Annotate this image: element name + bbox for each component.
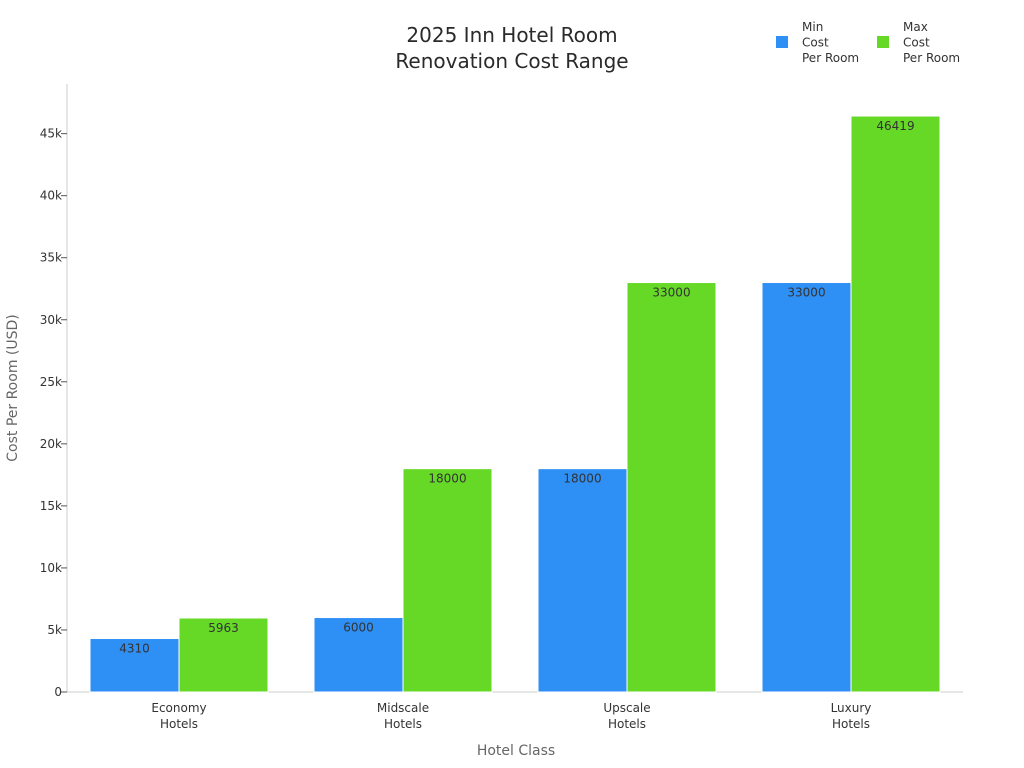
bar-value-label: 18000 bbox=[428, 472, 466, 486]
y-tick-label: 40k bbox=[40, 189, 62, 203]
x-tick-label: Midscale bbox=[377, 701, 429, 715]
bar bbox=[537, 468, 628, 693]
bar bbox=[89, 638, 180, 693]
y-tick-label: 5k bbox=[47, 623, 62, 637]
y-tick-label: 35k bbox=[40, 251, 62, 265]
y-tick-label: 20k bbox=[40, 437, 62, 451]
data-labels: 4310 5963 6000 18000 18000 33000 33000 46419 bbox=[119, 119, 914, 655]
legend-label: Per Room bbox=[903, 51, 960, 65]
legend-swatch bbox=[776, 36, 788, 48]
bars bbox=[89, 115, 941, 693]
y-axis-title: Cost Per Room (USD) bbox=[5, 314, 21, 462]
y-tick-label: 15k bbox=[40, 499, 62, 513]
bar bbox=[850, 115, 941, 693]
legend-label: Per Room bbox=[802, 51, 859, 65]
x-tick-label: Hotels bbox=[384, 717, 422, 731]
x-tick-label: Luxury bbox=[831, 701, 872, 715]
y-tick-label: 10k bbox=[40, 561, 62, 575]
legend-label: Min bbox=[802, 20, 823, 34]
chart-title-line: 2025 Inn Hotel Room bbox=[406, 23, 617, 47]
legend-label: Cost bbox=[903, 36, 930, 50]
bar bbox=[626, 282, 717, 693]
x-axis-title: Hotel Class bbox=[477, 743, 555, 759]
legend-label: Cost bbox=[802, 36, 829, 50]
legend-swatch bbox=[877, 36, 889, 48]
bar bbox=[402, 468, 493, 693]
bar-value-label: 46419 bbox=[876, 119, 914, 133]
y-tick-label: 45k bbox=[40, 127, 62, 141]
bar-value-label: 33000 bbox=[652, 286, 690, 300]
legend-label: Max bbox=[903, 20, 928, 34]
x-tick-label: Hotels bbox=[832, 717, 870, 731]
x-tick-label: Upscale bbox=[603, 701, 650, 715]
bar-value-label: 18000 bbox=[563, 472, 601, 486]
y-tick-label: 30k bbox=[40, 313, 62, 327]
bar bbox=[313, 617, 404, 693]
chart-title-line: Renovation Cost Range bbox=[395, 49, 628, 73]
axes: 0 5k 10k 15k 20k 25k 30k 35k 40k 45k Economy Hotels… bbox=[40, 84, 963, 731]
y-tick-label: 25k bbox=[40, 375, 62, 389]
x-tick-label: Hotels bbox=[160, 717, 198, 731]
bar bbox=[761, 282, 852, 693]
bar-value-label: 4310 bbox=[119, 642, 150, 656]
bar-value-label: 33000 bbox=[787, 286, 825, 300]
x-tick-label: Economy bbox=[151, 701, 206, 715]
x-tick-label: Hotels bbox=[608, 717, 646, 731]
bar bbox=[178, 617, 269, 693]
y-tick-label: 0 bbox=[54, 685, 62, 699]
bar-value-label: 5963 bbox=[208, 621, 239, 635]
bar-value-label: 6000 bbox=[343, 621, 374, 635]
